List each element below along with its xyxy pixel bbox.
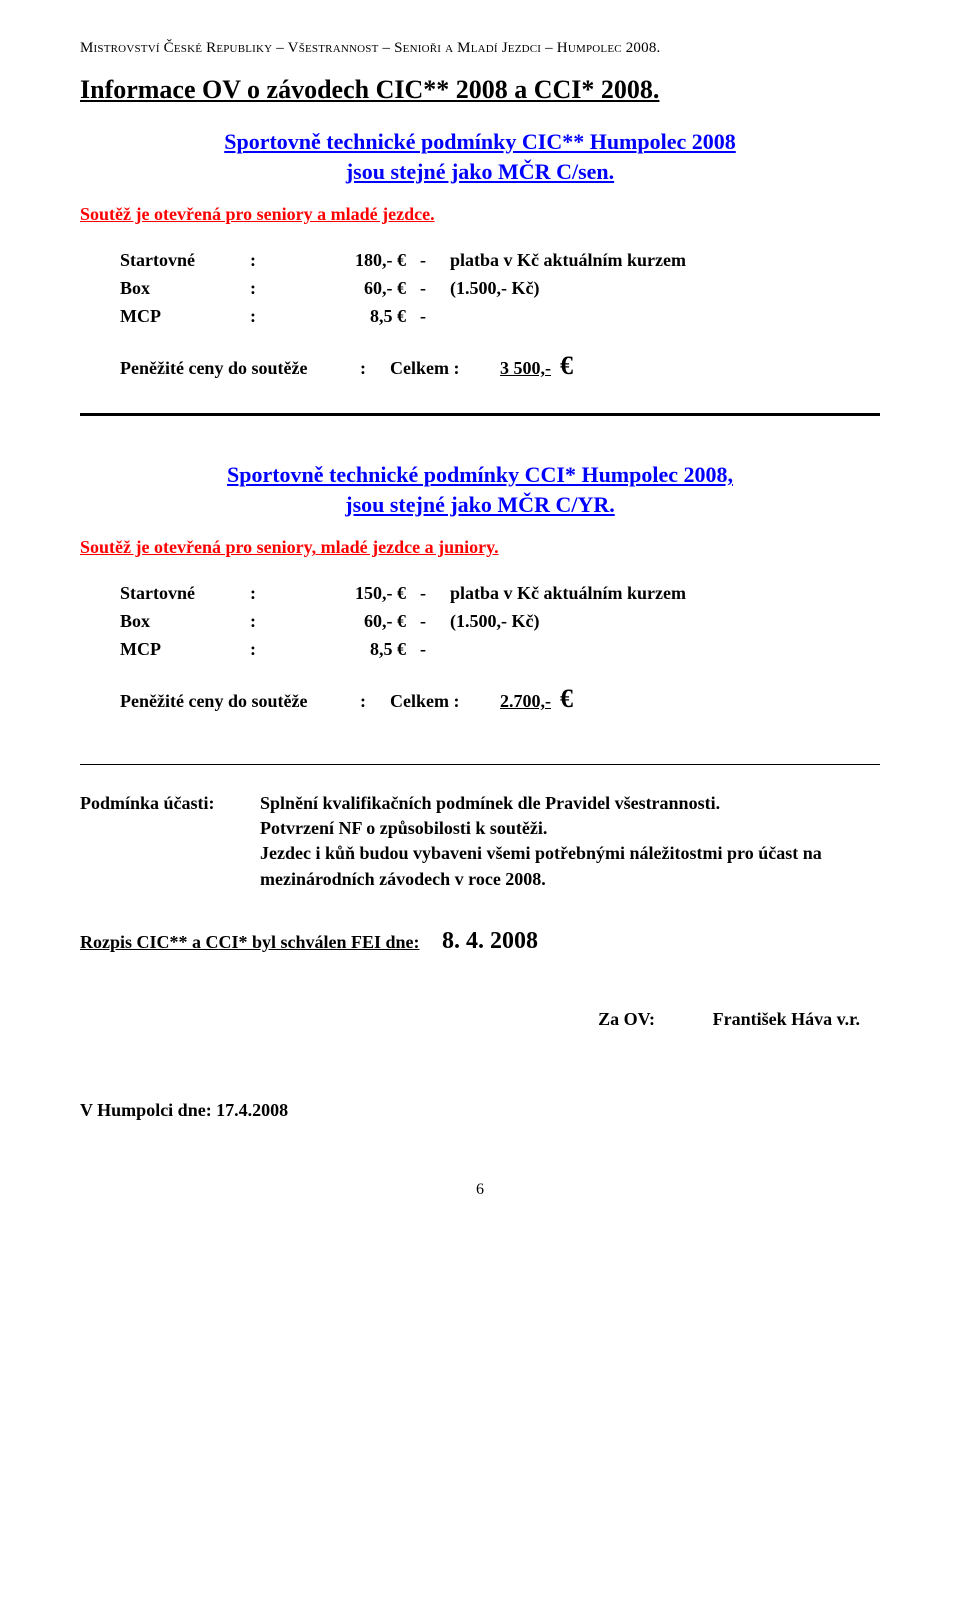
fee-label: MCP — [120, 636, 250, 664]
place-date: V Humpolci dne: 17.4.2008 — [80, 1100, 880, 1121]
cci-heading-line1: Sportovně technické podmínky CCI* Humpol… — [227, 462, 733, 487]
section-divider-thin — [80, 764, 880, 765]
page-number: 6 — [80, 1181, 880, 1199]
cic-open-for: Soutěž je otevřená pro seniory a mladé j… — [80, 204, 880, 225]
fee-label: Box — [120, 275, 250, 303]
fee-note: (1.500,- Kč) — [450, 608, 880, 636]
prize-colon: : — [360, 358, 390, 379]
condition-label: Podmínka účasti: — [80, 791, 260, 892]
prize-celkem: Celkem : — [390, 691, 500, 712]
condition-text: Splnění kvalifikačních podmínek dle Prav… — [260, 791, 880, 892]
cic-heading: Sportovně technické podmínky CIC** Humpo… — [80, 127, 880, 186]
fee-label: Box — [120, 608, 250, 636]
fee-note: platba v Kč aktuálním kurzem — [450, 247, 880, 275]
fee-colon: : — [250, 247, 280, 275]
prize-colon: : — [360, 691, 390, 712]
fee-note — [450, 636, 880, 664]
cci-heading-line2: jsou stejné jako MČR C/YR. — [345, 492, 614, 517]
prize-amount: 2.700,- € — [500, 684, 573, 714]
fee-row-startovne: Startovné : 180,- € - platba v Kč aktuál… — [120, 247, 880, 275]
approval-text: Rozpis CIC** a CCI* byl schválen FEI dne… — [80, 932, 420, 952]
fee-dash: - — [420, 636, 450, 664]
cci-fees: Startovné : 150,- € - platba v Kč aktuál… — [120, 580, 880, 664]
condition-line2: Potvrzení NF o způsobilosti k soutěži. — [260, 818, 547, 838]
euro-symbol: € — [560, 351, 573, 380]
fee-amount: 8,5 € — [280, 303, 420, 331]
fee-row-mcp: MCP : 8,5 € - — [120, 303, 880, 331]
fee-row-startovne: Startovné : 150,- € - platba v Kč aktuál… — [120, 580, 880, 608]
cic-prize: Peněžité ceny do soutěže : Celkem : 3 50… — [120, 351, 880, 381]
fee-note: platba v Kč aktuálním kurzem — [450, 580, 880, 608]
fee-dash: - — [420, 247, 450, 275]
fee-amount: 150,- € — [280, 580, 420, 608]
prize-amount-value: 2.700,- — [500, 691, 551, 711]
signer-name: František Háva v.r. — [713, 1009, 860, 1029]
fee-amount: 60,- € — [280, 608, 420, 636]
fee-colon: : — [250, 636, 280, 664]
cci-prize: Peněžité ceny do soutěže : Celkem : 2.70… — [120, 684, 880, 714]
header-sep: – — [382, 40, 390, 56]
fee-colon: : — [250, 275, 280, 303]
header-right: Senioři a Mladí Jezdci — [394, 40, 541, 56]
fee-dash: - — [420, 275, 450, 303]
fee-dash: - — [420, 303, 450, 331]
cci-open-for: Soutěž je otevřená pro seniory, mladé je… — [80, 537, 880, 558]
page-header: Mistrovství České Republiky – Všestranno… — [80, 40, 880, 57]
fee-note — [450, 303, 880, 331]
prize-amount-value: 3 500,- — [500, 358, 551, 378]
prize-celkem: Celkem : — [390, 358, 500, 379]
condition-line3: Jezdec i kůň budou vybaveni všemi potřeb… — [260, 843, 822, 888]
fee-label: Startovné — [120, 580, 250, 608]
header-place: Humpolec 2008. — [557, 40, 661, 56]
fee-row-box: Box : 60,- € - (1.500,- Kč) — [120, 275, 880, 303]
fee-amount: 60,- € — [280, 275, 420, 303]
header-sep: – — [276, 40, 284, 56]
fee-amount: 8,5 € — [280, 636, 420, 664]
fee-note: (1.500,- Kč) — [450, 275, 880, 303]
page-title: Informace OV o závodech CIC** 2008 a CCI… — [80, 75, 880, 105]
fee-row-box: Box : 60,- € - (1.500,- Kč) — [120, 608, 880, 636]
prize-label: Peněžité ceny do soutěže — [120, 358, 360, 379]
fee-colon: : — [250, 608, 280, 636]
fee-label: Startovné — [120, 247, 250, 275]
cic-heading-line2: jsou stejné jako MČR C/sen. — [346, 159, 614, 184]
condition-line1: Splnění kvalifikačních podmínek dle Prav… — [260, 793, 720, 813]
fee-colon: : — [250, 303, 280, 331]
signer-label: Za OV: — [598, 1009, 708, 1030]
fee-dash: - — [420, 580, 450, 608]
approval-date: 8. 4. 2008 — [442, 928, 538, 954]
prize-label: Peněžité ceny do soutěže — [120, 691, 360, 712]
cic-fees: Startovné : 180,- € - platba v Kč aktuál… — [120, 247, 880, 331]
header-sep: – — [545, 40, 553, 56]
header-left: Mistrovství České Republiky — [80, 40, 272, 56]
cic-heading-line1: Sportovně technické podmínky CIC** Humpo… — [224, 129, 736, 154]
signer-line: Za OV: František Háva v.r. — [80, 1009, 880, 1030]
section-divider — [80, 413, 880, 416]
fee-row-mcp: MCP : 8,5 € - — [120, 636, 880, 664]
header-mid: Všestrannost — [288, 40, 379, 56]
prize-amount: 3 500,- € — [500, 351, 573, 381]
cci-heading: Sportovně technické podmínky CCI* Humpol… — [80, 460, 880, 519]
approval-line: Rozpis CIC** a CCI* byl schválen FEI dne… — [80, 928, 880, 955]
euro-symbol: € — [560, 684, 573, 713]
fee-colon: : — [250, 580, 280, 608]
fee-label: MCP — [120, 303, 250, 331]
fee-amount: 180,- € — [280, 247, 420, 275]
condition-block: Podmínka účasti: Splnění kvalifikačních … — [80, 791, 880, 892]
fee-dash: - — [420, 608, 450, 636]
